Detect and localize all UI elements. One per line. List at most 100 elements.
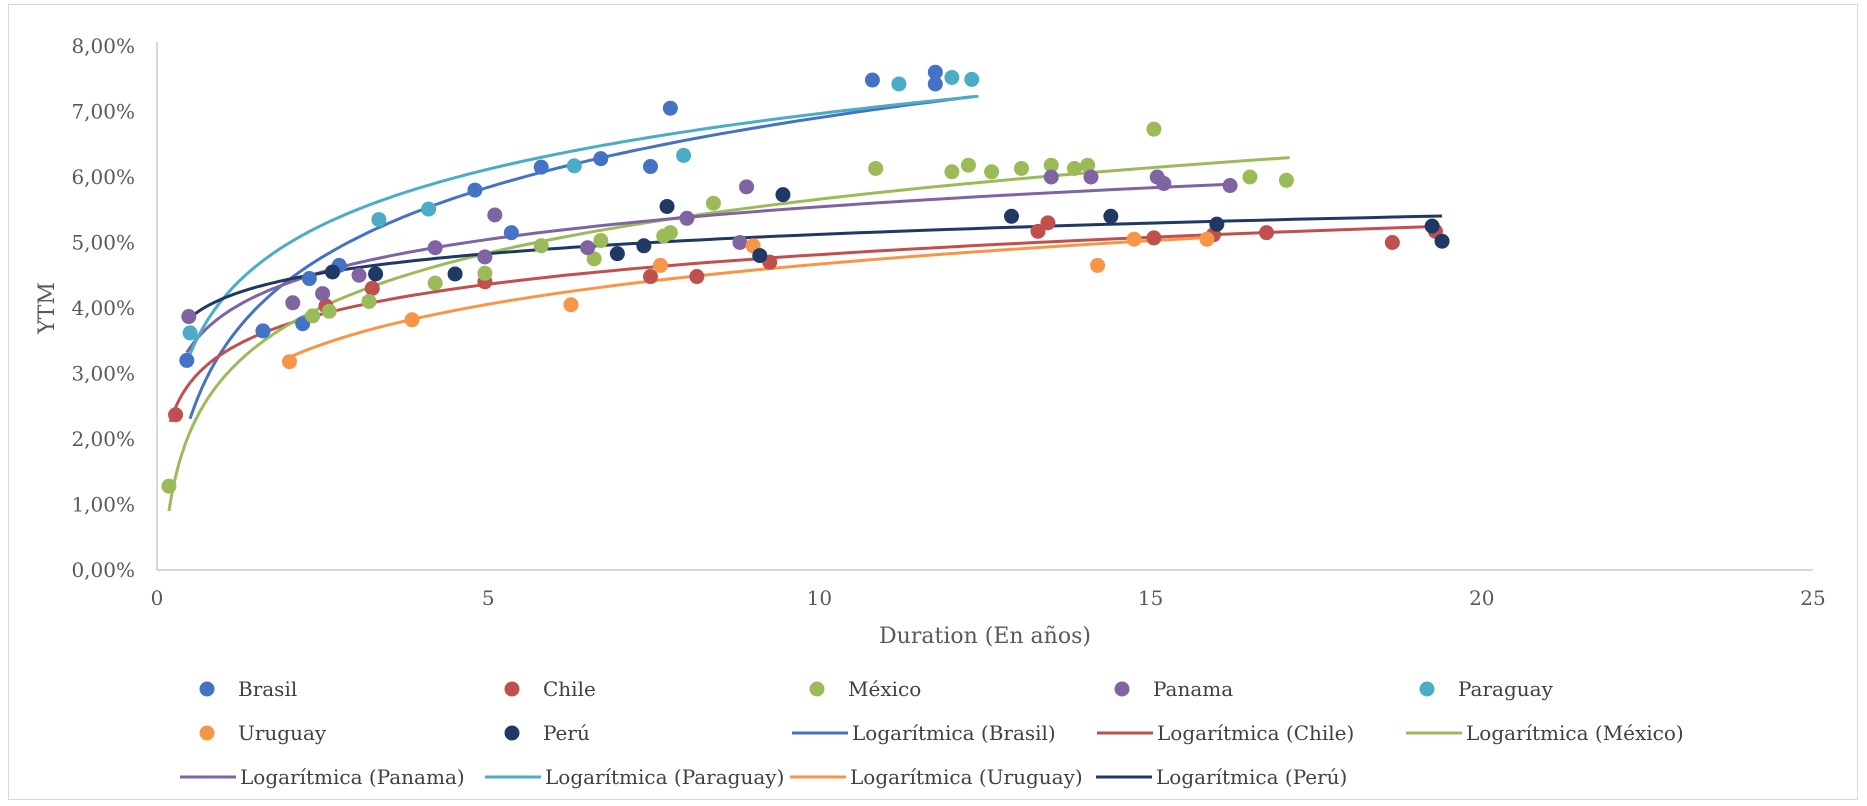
point-méxico xyxy=(1043,157,1059,173)
point-perú xyxy=(775,187,791,203)
point-paraguay xyxy=(371,212,387,228)
point-panama xyxy=(679,210,695,226)
point-brasil xyxy=(642,159,658,175)
point-chile xyxy=(168,407,184,423)
point-brasil xyxy=(301,271,317,287)
point-chile xyxy=(1146,230,1162,246)
legend-label-logarítmica-paraguay-: Logarítmica (Paraguay) xyxy=(545,765,784,789)
point-brasil xyxy=(533,159,549,175)
point-uruguay xyxy=(404,312,420,328)
point-perú xyxy=(1209,216,1225,232)
point-perú xyxy=(752,248,768,264)
x-tick-label: 0 xyxy=(151,586,164,610)
legend-marker-méxico xyxy=(809,681,825,697)
point-perú xyxy=(636,238,652,254)
y-tick-label: 5,00% xyxy=(71,231,135,255)
point-chile xyxy=(1030,223,1046,239)
point-méxico xyxy=(1013,160,1029,176)
point-uruguay xyxy=(652,257,668,273)
point-perú xyxy=(325,264,341,280)
point-méxico xyxy=(984,164,1000,180)
point-perú xyxy=(1434,233,1450,249)
point-perú xyxy=(368,266,384,282)
point-panama xyxy=(1043,169,1059,185)
point-méxico xyxy=(705,195,721,211)
y-tick-label: 7,00% xyxy=(71,100,135,124)
trendline-perú xyxy=(189,214,1443,319)
legend-label-logarítmica-uruguay-: Logarítmica (Uruguay) xyxy=(850,765,1083,789)
point-uruguay xyxy=(1126,231,1142,247)
point-brasil xyxy=(179,352,195,368)
x-tick-label: 15 xyxy=(1138,586,1163,610)
trendline-chile xyxy=(168,225,1436,423)
point-paraguay xyxy=(964,71,980,87)
point-perú xyxy=(659,198,675,214)
legend-marker-perú xyxy=(504,725,520,741)
point-uruguay xyxy=(1199,231,1215,247)
y-axis-title: YTM xyxy=(35,282,60,335)
point-panama xyxy=(315,286,331,302)
point-chile xyxy=(642,269,658,285)
point-méxico xyxy=(593,233,609,249)
point-chile xyxy=(364,280,380,296)
point-paraguay xyxy=(944,69,960,85)
legend: Brasil Chile México Panama Paraguay Uruguay Pe… xyxy=(180,677,1684,789)
point-méxico xyxy=(427,275,443,291)
y-tick-label: 0,00% xyxy=(71,558,135,582)
y-tick-label: 3,00% xyxy=(71,362,135,386)
point-layer xyxy=(161,64,1450,494)
trendline-brasil xyxy=(188,95,972,420)
point-paraguay xyxy=(891,76,907,92)
point-panama xyxy=(351,267,367,283)
point-paraguay xyxy=(421,201,437,217)
point-panama xyxy=(739,179,755,195)
point-chile xyxy=(689,269,705,285)
legend-label-brasil: Brasil xyxy=(238,677,297,701)
point-méxico xyxy=(477,265,493,281)
point-méxico xyxy=(944,164,960,180)
point-méxico xyxy=(960,157,976,173)
point-méxico xyxy=(533,238,549,254)
x-tick-label: 5 xyxy=(482,586,495,610)
trendline-uruguay xyxy=(288,235,1211,359)
legend-label-logarítmica-panama-: Logarítmica (Panama) xyxy=(240,765,465,789)
point-méxico xyxy=(586,251,602,267)
legend-marker-chile xyxy=(504,681,520,697)
point-perú xyxy=(1003,208,1019,224)
legend-label-chile: Chile xyxy=(543,677,596,701)
point-paraguay xyxy=(182,325,198,341)
point-chile xyxy=(1384,235,1400,250)
legend-label-logarítmica-perú-: Logarítmica (Perú) xyxy=(1156,765,1347,789)
point-perú xyxy=(1424,218,1440,234)
point-méxico xyxy=(1146,121,1162,137)
y-tick-label: 4,00% xyxy=(71,296,135,320)
y-tick-label: 6,00% xyxy=(71,165,135,189)
point-paraguay xyxy=(676,147,692,163)
point-uruguay xyxy=(281,354,297,370)
point-méxico xyxy=(305,308,321,324)
legend-label-panama: Panama xyxy=(1153,677,1233,701)
point-panama xyxy=(181,309,197,325)
x-axis-title: Duration (En años) xyxy=(879,624,1091,649)
point-brasil xyxy=(503,225,519,241)
chart-frame xyxy=(8,4,1858,800)
trendline-paraguay xyxy=(188,94,979,355)
x-tick-label: 20 xyxy=(1469,586,1494,610)
point-méxico xyxy=(868,160,884,176)
legend-marker-uruguay xyxy=(199,725,215,741)
y-tick-label: 8,00% xyxy=(71,34,135,58)
point-panama xyxy=(285,295,301,311)
point-chile xyxy=(1259,225,1275,241)
point-brasil xyxy=(593,151,609,167)
trendline-layer xyxy=(167,94,1443,512)
point-brasil xyxy=(864,72,880,88)
point-perú xyxy=(609,246,625,262)
point-uruguay xyxy=(563,297,579,313)
point-méxico xyxy=(1242,169,1258,185)
legend-label-logarítmica-méxico-: Logarítmica (México) xyxy=(1466,721,1684,745)
point-méxico xyxy=(662,225,678,241)
point-perú xyxy=(447,266,463,282)
point-méxico xyxy=(321,303,337,319)
point-méxico xyxy=(1080,157,1096,173)
